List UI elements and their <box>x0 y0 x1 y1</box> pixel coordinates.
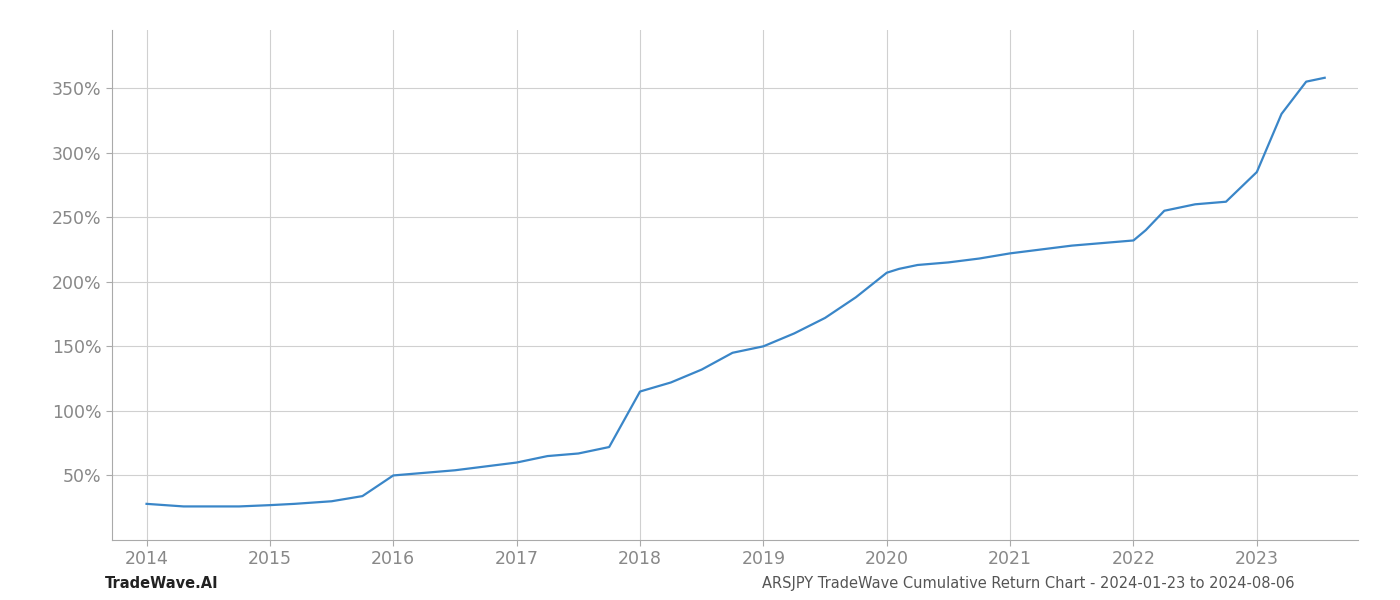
Text: ARSJPY TradeWave Cumulative Return Chart - 2024-01-23 to 2024-08-06: ARSJPY TradeWave Cumulative Return Chart… <box>763 576 1295 591</box>
Text: TradeWave.AI: TradeWave.AI <box>105 576 218 591</box>
